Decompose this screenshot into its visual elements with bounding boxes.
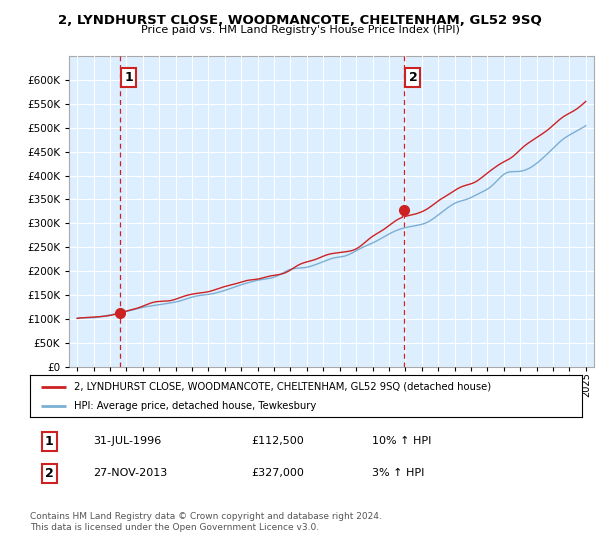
- Text: Contains HM Land Registry data © Crown copyright and database right 2024.
This d: Contains HM Land Registry data © Crown c…: [30, 512, 382, 532]
- Text: 27-NOV-2013: 27-NOV-2013: [94, 468, 168, 478]
- Bar: [69, 56, 594, 367]
- Text: 1: 1: [124, 71, 133, 84]
- Text: 2: 2: [409, 71, 418, 84]
- Text: HPI: Average price, detached house, Tewkesbury: HPI: Average price, detached house, Tewk…: [74, 401, 316, 411]
- Text: 10% ↑ HPI: 10% ↑ HPI: [372, 436, 431, 446]
- Text: 2, LYNDHURST CLOSE, WOODMANCOTE, CHELTENHAM, GL52 9SQ: 2, LYNDHURST CLOSE, WOODMANCOTE, CHELTEN…: [58, 14, 542, 27]
- Text: £112,500: £112,500: [251, 436, 304, 446]
- Text: 1: 1: [45, 435, 53, 448]
- Text: 3% ↑ HPI: 3% ↑ HPI: [372, 468, 425, 478]
- Text: Price paid vs. HM Land Registry's House Price Index (HPI): Price paid vs. HM Land Registry's House …: [140, 25, 460, 35]
- Text: 31-JUL-1996: 31-JUL-1996: [94, 436, 162, 446]
- Text: 2: 2: [45, 466, 53, 480]
- Text: £327,000: £327,000: [251, 468, 304, 478]
- Text: 2, LYNDHURST CLOSE, WOODMANCOTE, CHELTENHAM, GL52 9SQ (detached house): 2, LYNDHURST CLOSE, WOODMANCOTE, CHELTEN…: [74, 381, 491, 391]
